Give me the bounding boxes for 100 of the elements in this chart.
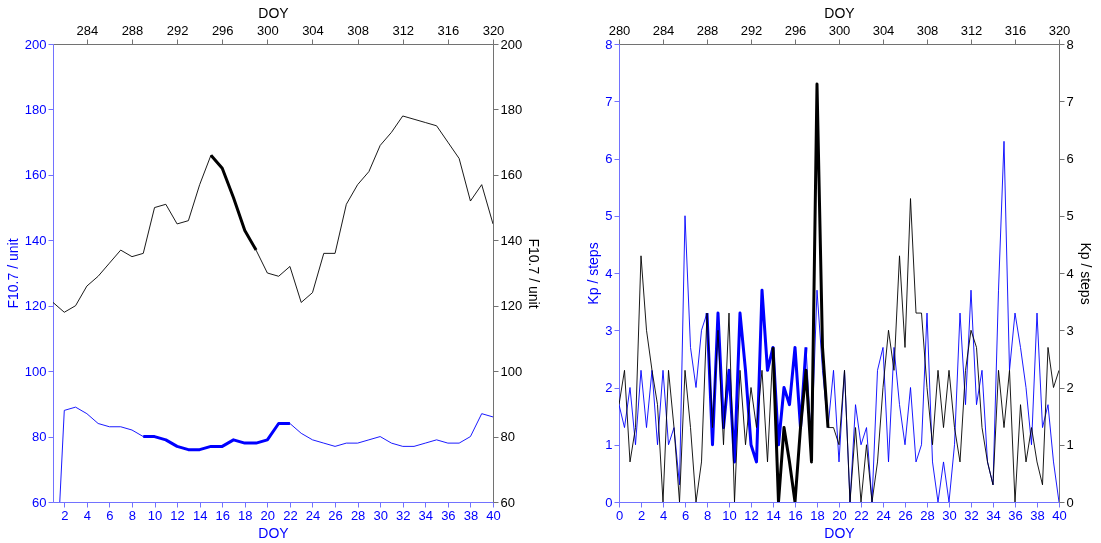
y2-tick-label: 120 [500, 298, 523, 314]
y-tick-label: 160 [24, 167, 47, 183]
x2-tick-label: 292 [166, 22, 189, 38]
y2-tick-label: 140 [500, 232, 523, 248]
y2-tick-label: 160 [500, 167, 523, 183]
x2-tick-label: 284 [76, 22, 99, 38]
y-tick-label: 7 [605, 93, 613, 109]
x-tick-label: 28 [350, 507, 366, 523]
x-tick-label: 14 [766, 507, 781, 523]
y-tick-label: 80 [32, 429, 47, 445]
x-tick-label: 8 [128, 507, 137, 523]
y2-tick-label: 6 [1066, 151, 1074, 166]
y-tick-label: 200 [24, 36, 47, 52]
x-tick-label: 26 [898, 507, 913, 523]
y2-tick-label: 100 [500, 363, 523, 379]
x2-axis-title: DOY [258, 4, 290, 21]
x-tick-label: 18 [238, 507, 253, 523]
x2-tick-label: 308 [347, 22, 369, 38]
x2-tick-label: 288 [696, 22, 719, 38]
x-tick-label: 30 [373, 507, 388, 523]
x-tick-label: 38 [463, 507, 479, 523]
x-tick-label: 40 [1052, 507, 1067, 523]
y-tick-label: 8 [605, 36, 613, 52]
y2-tick-label: 3 [1066, 322, 1074, 338]
y-tick-label: 3 [605, 322, 613, 338]
x-tick-label: 10 [722, 507, 737, 523]
x2-tick-label: 284 [652, 22, 675, 38]
x-tick-label: 4 [659, 507, 668, 523]
x-tick-label: 14 [192, 507, 208, 523]
x2-tick-label: 296 [211, 22, 234, 38]
x2-tick-label: 304 [872, 22, 895, 38]
x-tick-label: 16 [788, 507, 803, 523]
y2-tick-label: 200 [500, 36, 523, 52]
x-tick-label: 18 [810, 507, 825, 523]
y-tick-label: 0 [605, 494, 613, 510]
x-tick-label: 22 [283, 507, 298, 523]
x2-tick-label: 308 [916, 22, 939, 38]
x-tick-label: 34 [986, 507, 1001, 523]
x2-tick-label: 312 [392, 22, 415, 38]
y2-tick-label: 80 [500, 429, 515, 445]
y-tick-label: 140 [24, 232, 47, 248]
y-tick-label: 60 [32, 494, 47, 510]
x-tick-label: 22 [854, 507, 869, 523]
x-tick-label: 20 [260, 507, 276, 523]
y2-tick-label: 60 [500, 494, 515, 510]
x-tick-label: 8 [703, 507, 712, 523]
x-tick-label: 10 [147, 507, 163, 523]
x2-tick-label: 296 [784, 22, 807, 38]
y2-tick-label: 8 [1066, 36, 1074, 52]
x2-axis-title: DOY [824, 4, 856, 21]
y-tick-label: 6 [605, 151, 613, 166]
x-tick-label: 6 [106, 507, 114, 523]
y-tick-label: 100 [24, 363, 47, 379]
x-tick-label: 32 [964, 507, 979, 523]
x-tick-label: 38 [1030, 507, 1045, 523]
y2-tick-label: 1 [1066, 437, 1074, 453]
x-tick-label: 40 [486, 507, 501, 523]
x-tick-label: 24 [876, 507, 891, 523]
y-tick-label: 5 [605, 208, 613, 224]
y-tick-label: 180 [24, 101, 47, 117]
y2-tick-label: 180 [500, 101, 523, 117]
x2-tick-label: 300 [828, 22, 851, 38]
x2-tick-label: 288 [121, 22, 144, 38]
y-axis-title: F10.7 / unit [4, 238, 21, 309]
y-tick-label: 2 [605, 380, 613, 395]
x2-tick-label: 316 [437, 22, 460, 38]
y-tick-label: 1 [605, 437, 613, 453]
x2-tick-label: 316 [1004, 22, 1027, 38]
x-tick-label: 24 [305, 507, 321, 523]
x-tick-label: 28 [920, 507, 935, 523]
y2-tick-label: 2 [1066, 380, 1074, 395]
x-tick-label: 12 [170, 507, 185, 523]
x-tick-label: 36 [441, 507, 456, 523]
x-tick-label: 6 [681, 507, 690, 523]
x-tick-label: 34 [418, 507, 434, 523]
y2-tick-label: 4 [1066, 265, 1074, 281]
y-tick-label: 4 [605, 265, 613, 281]
x-axis-title: DOY [824, 524, 856, 541]
x-tick-label: 2 [61, 507, 69, 523]
x2-tick-label: 312 [960, 22, 983, 38]
x-tick-label: 30 [942, 507, 957, 523]
x-tick-label: 0 [615, 507, 624, 523]
x2-tick-label: 320 [1048, 22, 1071, 38]
y2-axis-title: F10.7 / unit [526, 238, 543, 309]
y-axis-title: Kp / steps [585, 242, 602, 305]
x2-tick-label: 280 [608, 22, 631, 38]
x-tick-label: 26 [328, 507, 343, 523]
x-tick-label: 32 [396, 507, 411, 523]
x-tick-label: 20 [832, 507, 847, 523]
x-tick-label: 2 [637, 507, 646, 523]
y2-tick-label: 5 [1066, 208, 1074, 224]
x-tick-label: 4 [83, 507, 91, 523]
y-tick-label: 120 [24, 298, 47, 314]
x-tick-label: 36 [1008, 507, 1023, 523]
x-tick-label: 12 [744, 507, 759, 523]
x2-tick-label: 300 [257, 22, 279, 38]
x-tick-label: 16 [215, 507, 230, 523]
x2-tick-label: 292 [740, 22, 763, 38]
y2-tick-label: 7 [1066, 93, 1074, 109]
x2-tick-label: 304 [302, 22, 324, 38]
